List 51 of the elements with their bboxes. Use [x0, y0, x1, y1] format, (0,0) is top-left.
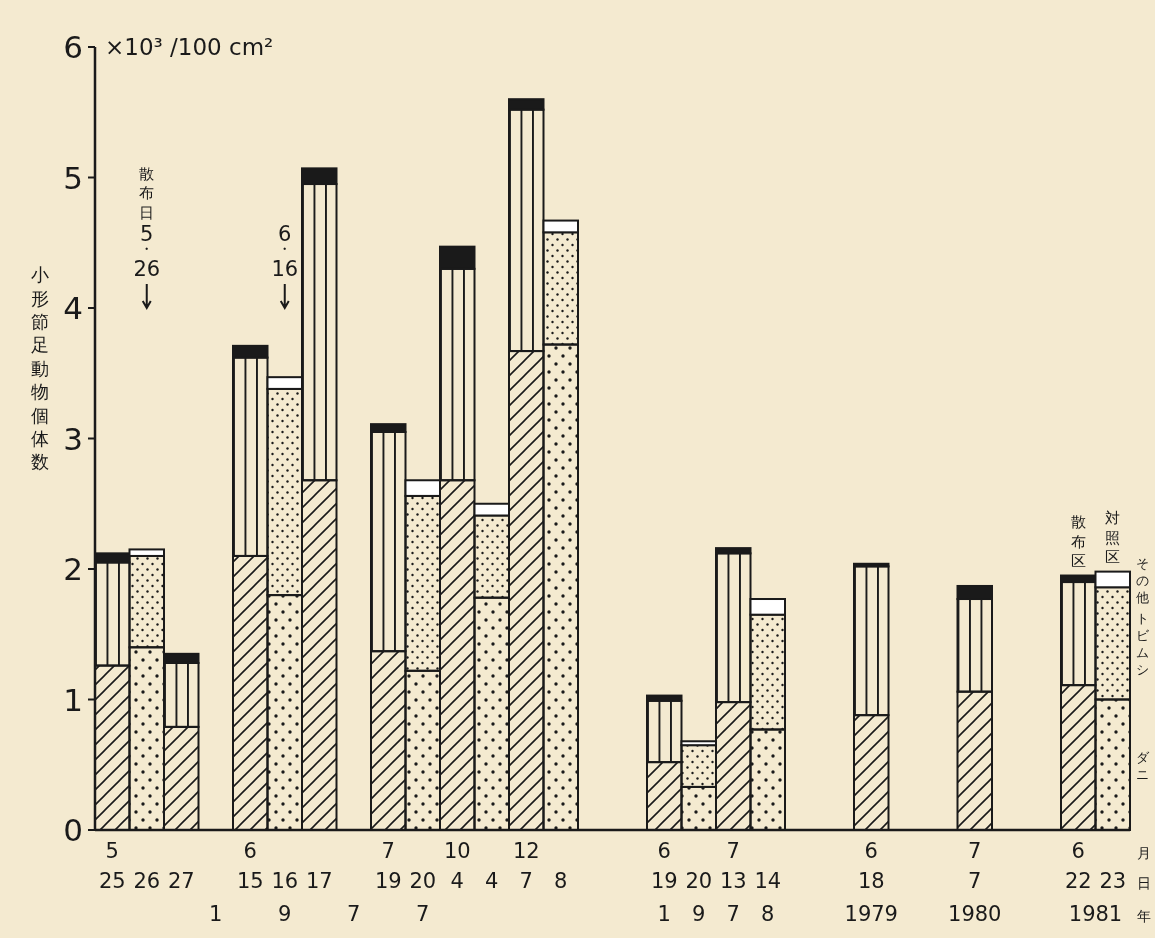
- xtick: 10: [443, 839, 471, 863]
- xtick: 12: [512, 839, 540, 863]
- xtick: 19: [650, 869, 678, 893]
- xtick: 6: [243, 839, 257, 863]
- annotation: 1 9 7 7: [209, 902, 430, 926]
- annotation: 1 9 7 8: [657, 902, 775, 926]
- title: ×10³ /100 cm²: [105, 34, 274, 60]
- xtick: 7: [381, 839, 395, 863]
- annotation: 散布日 5・26: [133, 164, 161, 281]
- xtick: 7: [726, 839, 740, 863]
- xtick: 4: [485, 869, 499, 893]
- ytick: 1: [63, 681, 83, 718]
- xtick: 22: [1064, 869, 1092, 893]
- ytick: 5: [63, 159, 83, 196]
- xtick: 14: [754, 869, 782, 893]
- ytick: 3: [63, 420, 83, 457]
- xtick: 16: [271, 869, 299, 893]
- xtick: 7: [968, 839, 982, 863]
- ytick: 0: [63, 812, 83, 848]
- ytick: 6: [63, 29, 83, 65]
- xtick: 27: [167, 869, 195, 893]
- ylabel: 小形節足動物個体数: [31, 264, 49, 473]
- annotation: 1979: [844, 902, 898, 926]
- xtick: 6: [864, 839, 878, 863]
- xtick: 18: [857, 869, 885, 893]
- xtick: 26: [133, 869, 161, 893]
- ytick: 2: [63, 551, 83, 587]
- xtick: 6: [657, 839, 671, 863]
- xtick: 13: [719, 869, 747, 893]
- annotation: 1980: [948, 902, 1002, 926]
- ytick: 4: [63, 290, 83, 326]
- xlabel: 月: [1137, 845, 1151, 861]
- annotation: 1981: [1068, 902, 1123, 926]
- xlabel: 年: [1137, 908, 1151, 924]
- xtick: 8: [554, 869, 568, 893]
- xtick: 5: [105, 839, 119, 863]
- xtick: 19: [374, 869, 402, 893]
- xtick: 25: [98, 869, 126, 893]
- xtick: 23: [1099, 869, 1127, 893]
- xtick: 7: [519, 869, 533, 893]
- annotation: 散布区: [1070, 513, 1086, 570]
- annotation: 6・16: [271, 222, 299, 281]
- xtick: 15: [236, 869, 264, 893]
- xtick: 7: [968, 869, 982, 893]
- annotation: 対照区: [1105, 509, 1121, 567]
- xtick: 17: [305, 869, 333, 893]
- xtick: 4: [450, 869, 464, 893]
- xtick: 20: [685, 869, 713, 893]
- xtick: 6: [1071, 839, 1085, 863]
- xtick: 20: [409, 869, 437, 893]
- xlabel: 日: [1137, 875, 1151, 891]
